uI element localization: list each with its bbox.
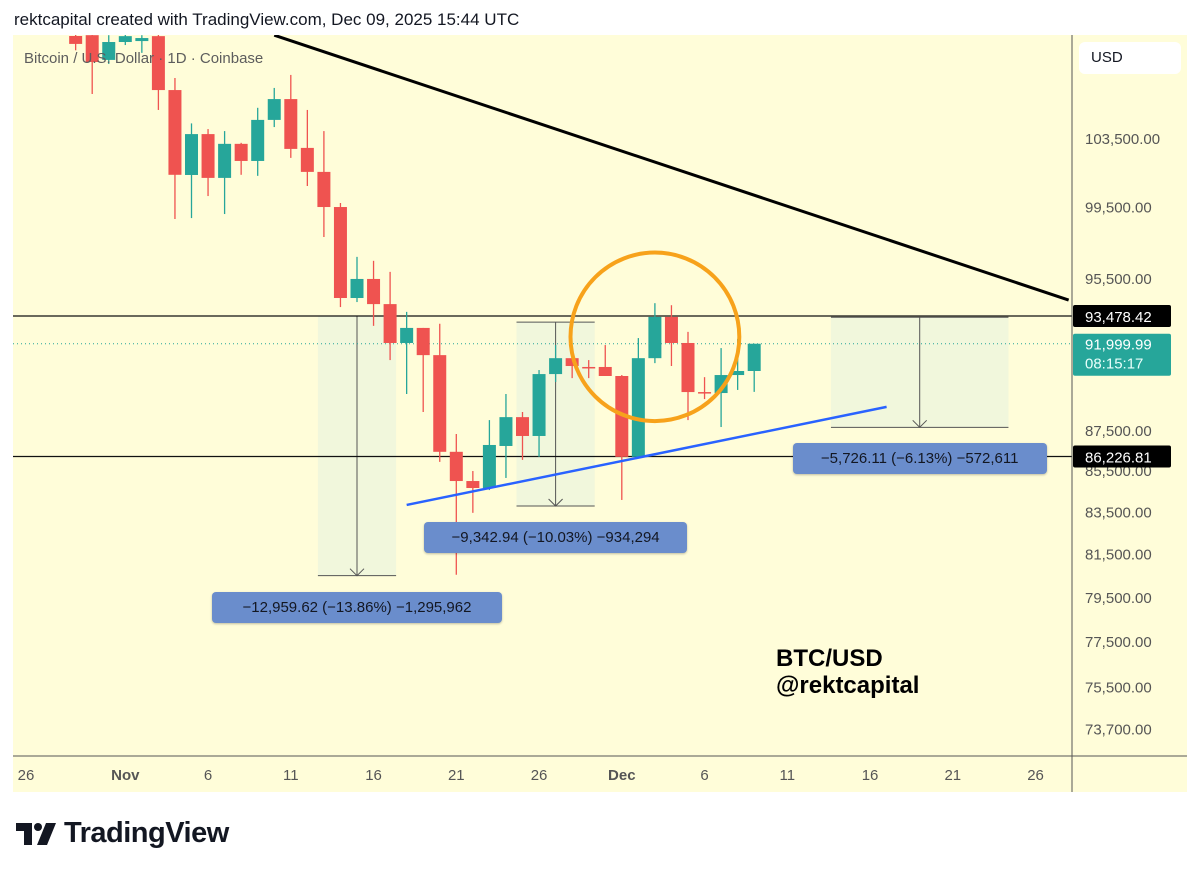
candle-down — [698, 392, 712, 394]
measurement-label: −5,726.11 (−6.13%) −572,611 — [792, 443, 1047, 475]
candle-up — [482, 444, 496, 489]
candle-down — [466, 481, 480, 489]
candle-up — [251, 119, 265, 161]
time-tick-label: 21 — [944, 767, 961, 784]
price-tick-label: 95,500.00 — [1085, 271, 1152, 288]
price-level-badge-label: 93,478.42 — [1085, 309, 1152, 326]
measure-arrow-head-icon — [548, 498, 563, 507]
time-tick-label: 26 — [18, 767, 35, 784]
candle-down — [234, 143, 248, 161]
watermark-pair: BTC/USD — [776, 645, 883, 672]
candle-up — [532, 374, 546, 436]
candle-up — [400, 327, 414, 343]
plot-area — [13, 35, 1072, 577]
candle-down — [681, 342, 695, 393]
measurement-label: −9,342.94 (−10.03%) −934,294 — [424, 522, 688, 554]
candle-down — [317, 171, 331, 208]
time-tick-label: 6 — [700, 767, 708, 784]
tradingview-logo-icon — [16, 822, 56, 845]
candle-down — [85, 35, 99, 63]
candle-down — [201, 134, 215, 178]
candle-down — [300, 147, 314, 172]
price-tick-label: 77,500.00 — [1085, 634, 1152, 651]
measure-arrow-head-icon — [912, 419, 928, 429]
candle-down — [168, 90, 182, 175]
candle-down — [664, 316, 678, 343]
candle-up — [350, 278, 364, 299]
time-tick-label: 16 — [862, 767, 879, 784]
candle-up — [218, 143, 232, 178]
candle-down — [367, 278, 381, 305]
candle-up — [549, 358, 563, 375]
candle-up — [648, 316, 662, 359]
time-tick-label: 26 — [1027, 767, 1044, 784]
price-tick-label: 83,500.00 — [1085, 504, 1152, 521]
measurement-label: −12,959.62 (−13.86%) −1,295,962 — [212, 591, 502, 623]
watermark-author: @rektcapital — [776, 672, 920, 699]
time-tick-label: 11 — [780, 767, 796, 784]
highlight-circle — [568, 250, 742, 424]
candle-up — [267, 99, 281, 120]
price-level-badge — [1073, 445, 1171, 468]
price-level-badge — [1073, 305, 1171, 328]
descending-resistance-trendline — [273, 35, 1070, 302]
candle-down — [284, 99, 298, 149]
candle-down — [449, 451, 463, 482]
last-price-label: 91,999.99 — [1085, 337, 1152, 354]
last-price-badge — [1073, 333, 1171, 376]
candle-up — [118, 36, 132, 43]
currency-button[interactable]: USD — [1079, 42, 1181, 74]
candle-down — [416, 327, 430, 356]
candle-up — [731, 370, 745, 376]
candle-up — [714, 375, 728, 394]
measure-arrow-head-icon — [349, 568, 365, 577]
time-tick-label: Dec — [608, 767, 636, 784]
price-level-badge-label: 86,226.81 — [1085, 450, 1152, 467]
price-tick-label: 75,500.00 — [1085, 680, 1152, 697]
candle-up — [135, 38, 149, 42]
time-tick-label: 11 — [283, 767, 299, 784]
candle-down — [582, 366, 596, 369]
candle-up — [631, 358, 645, 457]
price-tick-label: 99,500.00 — [1085, 199, 1152, 216]
time-tick-label: 26 — [531, 767, 548, 784]
candle-down — [151, 36, 165, 91]
candle-down — [433, 355, 447, 452]
price-tick-label: 73,700.00 — [1085, 722, 1152, 739]
candle-down — [516, 417, 529, 436]
candle-down — [598, 366, 612, 376]
price-tick-label: 81,500.00 — [1085, 547, 1152, 564]
candle-up — [185, 134, 198, 175]
brand-name: TradingView — [64, 817, 229, 849]
symbol-label: Bitcoin / U.S. Dollar · 1D · Coinbase — [24, 50, 264, 67]
ascending-support-trendline — [406, 405, 887, 507]
time-tick-label: Nov — [111, 767, 140, 784]
candle-down — [69, 35, 83, 44]
candle-up — [499, 417, 513, 446]
candle-down — [333, 207, 347, 299]
candle-up — [747, 343, 761, 371]
price-tick-label: 87,500.00 — [1085, 423, 1152, 440]
tradingview-logo[interactable]: TradingView — [16, 817, 229, 850]
countdown-label: 08:15:17 — [1085, 356, 1143, 373]
watermark: BTC/USD @rektcapital — [776, 645, 919, 699]
price-tick-label: 103,500.00 — [1085, 131, 1160, 148]
candle-down — [565, 358, 579, 367]
time-tick-label: 16 — [365, 767, 382, 784]
candle-down — [383, 304, 397, 343]
candle-up — [102, 42, 116, 60]
time-tick-label: 21 — [448, 767, 465, 784]
price-tick-label: 79,500.00 — [1085, 590, 1152, 607]
time-tick-label: 6 — [204, 767, 212, 784]
chart-caption: rektcapital created with TradingView.com… — [14, 10, 520, 29]
